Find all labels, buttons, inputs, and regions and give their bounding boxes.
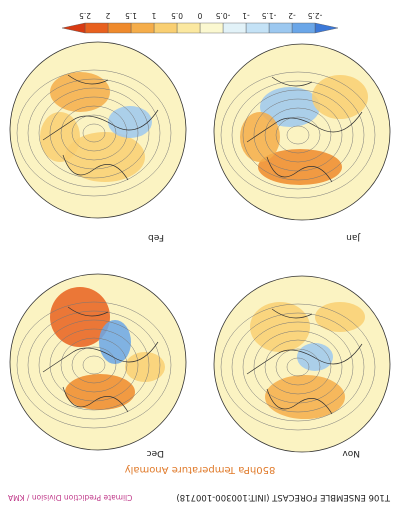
colorbar-label: -2 xyxy=(288,11,296,20)
contour xyxy=(264,339,332,395)
anomaly-field xyxy=(220,302,376,431)
map-disc xyxy=(214,44,390,220)
contour xyxy=(71,346,117,384)
anomaly-region xyxy=(65,374,135,410)
colorbar-label: -2.5 xyxy=(307,11,322,20)
colorbar: -2.5 -2 -1.5 -1 -0.5 0 0.5 1 1.5 2 2.5 xyxy=(61,11,339,34)
contour xyxy=(60,105,128,161)
contour xyxy=(242,321,354,413)
map-border xyxy=(9,41,187,219)
contour xyxy=(16,69,172,197)
colorbar-label: -0.5 xyxy=(215,11,230,20)
credit: Climate Prediction Division / KMA xyxy=(7,493,132,502)
contour xyxy=(275,348,321,386)
anomaly-field xyxy=(16,69,172,197)
colorbar-swatch xyxy=(130,22,155,34)
panel-label: Feb xyxy=(148,232,164,242)
contour xyxy=(275,116,321,154)
panels: Nov Dec Jan Feb xyxy=(9,41,391,458)
colorbar-swatch xyxy=(314,22,339,34)
colorbar-swatch xyxy=(291,22,316,34)
anomaly-field xyxy=(16,287,172,429)
contour xyxy=(60,337,128,393)
anomaly-region xyxy=(250,302,310,352)
colorbar-label: 2 xyxy=(105,11,110,20)
colorbar-swatch xyxy=(199,22,224,34)
colorbar-swatch xyxy=(176,22,201,34)
anomaly-region xyxy=(297,343,333,371)
colorbar-label: -1.5 xyxy=(261,11,276,20)
contour xyxy=(27,78,161,188)
contour xyxy=(242,89,354,181)
map-panel: Nov xyxy=(213,275,391,458)
coastline xyxy=(246,76,363,183)
contour xyxy=(231,312,365,422)
contour xyxy=(220,303,376,431)
contour xyxy=(82,355,106,375)
anomaly-region xyxy=(65,132,145,182)
colorbar-swatch xyxy=(84,22,109,34)
subtitle: 850hPa Temperature Anomaly xyxy=(125,464,276,475)
colorbar-swatch xyxy=(153,22,178,34)
anomaly-field xyxy=(220,71,376,199)
contour xyxy=(38,87,150,179)
anomaly-region xyxy=(260,87,320,127)
colorbar-label: -1 xyxy=(242,11,250,20)
map-panel: Jan xyxy=(213,43,391,242)
panel-label: Nov xyxy=(342,448,360,458)
title: T106 ENSEMBLE FORECAST (INIT:100300-1007… xyxy=(176,492,391,502)
colorbar-swatch xyxy=(268,22,293,34)
anomaly-region xyxy=(99,320,131,364)
map-border xyxy=(213,275,391,453)
map-disc xyxy=(10,42,186,218)
panel-label: Dec xyxy=(147,448,164,458)
colorbar-label: 1.5 xyxy=(125,11,137,20)
contour xyxy=(231,80,365,190)
contour xyxy=(38,319,150,411)
contour xyxy=(82,123,106,143)
anomaly-region xyxy=(40,112,80,162)
contour xyxy=(16,301,172,429)
map-border xyxy=(9,273,187,451)
map-panel: Dec xyxy=(9,273,187,458)
colorbar-label: 0.5 xyxy=(171,11,183,20)
anomaly-region xyxy=(315,302,365,332)
contour xyxy=(286,357,310,377)
colorbar-swatch xyxy=(61,22,86,34)
anomaly-region xyxy=(50,72,110,112)
contour xyxy=(264,107,332,163)
coastline xyxy=(42,306,159,413)
contour xyxy=(71,114,117,152)
contour xyxy=(220,71,376,199)
map-border xyxy=(213,43,391,221)
colorbar-label: 0 xyxy=(197,11,202,20)
coastline xyxy=(42,74,159,181)
colorbar-swatch xyxy=(245,22,270,34)
anomaly-region xyxy=(125,352,165,382)
colorbar-label: 1 xyxy=(151,11,156,20)
colorbar-label: 2.5 xyxy=(79,11,91,20)
colorbar-swatch xyxy=(222,22,247,34)
anomaly-region xyxy=(108,106,152,138)
colorbar-swatch xyxy=(107,22,132,34)
map-panel: Feb xyxy=(9,41,187,242)
contour xyxy=(286,125,310,145)
contour xyxy=(27,310,161,420)
coastline xyxy=(246,308,363,415)
anomaly-region xyxy=(265,375,345,419)
panel-label: Jan xyxy=(346,232,361,242)
